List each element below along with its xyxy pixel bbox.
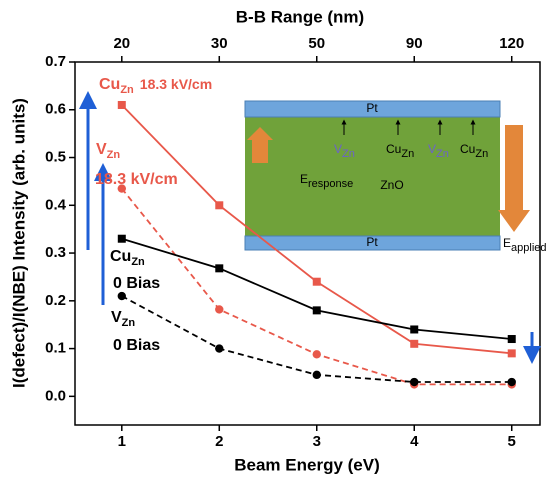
defect-label: CuZn (386, 142, 414, 160)
series-label: 18.3 kV/cm (95, 171, 178, 188)
series-label: 0 Bias (113, 275, 160, 292)
y-tick-label: 0.0 (45, 387, 66, 404)
defect-sub: Zn (475, 148, 488, 160)
x-tick-label: 3 (313, 433, 321, 450)
series-label: VZn (96, 141, 120, 161)
marker (507, 349, 516, 358)
marker (507, 377, 516, 387)
y-tick-label: 0.2 (45, 292, 66, 309)
marker (215, 344, 224, 353)
top-tick-label: 50 (308, 35, 325, 52)
series-label: VZn (111, 309, 135, 329)
label-main: Cu (99, 76, 120, 93)
defect-label: CuZn (460, 142, 488, 160)
label-main: V (111, 309, 122, 326)
marker (410, 377, 419, 387)
defect-sub: Zn (436, 148, 449, 160)
arrow (498, 125, 530, 232)
defect-main: V (334, 142, 342, 156)
e-sub: response (308, 178, 353, 190)
x-tick-label: 4 (410, 433, 419, 450)
e-main: E (300, 172, 308, 186)
zno-label: ZnO (380, 178, 403, 192)
defect-main: Cu (460, 142, 475, 156)
e-response: Eresponse (300, 172, 353, 190)
defect-label: VZn (334, 142, 355, 160)
pt-label: Pt (366, 235, 378, 249)
marker (312, 350, 321, 359)
marker (117, 184, 126, 193)
inset: Pt Pt ZnO VZn CuZn VZn CuZn Eresponse Ea… (244, 100, 547, 254)
pt-bottom (244, 235, 501, 251)
top-tick-label: 90 (406, 35, 423, 52)
e-sub: applied (511, 242, 546, 254)
arrow (247, 127, 273, 163)
marker (117, 234, 126, 243)
marker (312, 277, 321, 286)
pt-label: Pt (366, 101, 378, 115)
zno-layer (245, 103, 500, 248)
y-tick-label: 0.1 (45, 340, 66, 357)
marker (410, 325, 419, 334)
defect-main: Cu (386, 142, 401, 156)
series-label: CuZn (110, 248, 145, 268)
label-rest: 18.3 kV/cm (140, 76, 212, 92)
x-axis-title: Beam Energy (eV) (234, 455, 380, 474)
y-axis-title: I(defect)/I(NBE) Intensity (arb. units) (9, 98, 28, 388)
label-sub: Zn (107, 149, 121, 161)
defect-main: V (428, 142, 436, 156)
marker (507, 335, 516, 344)
marker (312, 306, 321, 315)
x-tick-label: 2 (215, 433, 223, 450)
e-main: E (503, 236, 511, 250)
defect-sub: Zn (401, 148, 414, 160)
defect-sub: Zn (342, 148, 355, 160)
e-applied: Eapplied (503, 236, 547, 254)
top-tick-label: 30 (211, 35, 228, 52)
label-sub: Zn (122, 317, 136, 329)
marker (410, 339, 419, 348)
x-tick-label: 1 (118, 433, 126, 450)
marker (117, 291, 126, 301)
marker (117, 100, 126, 109)
top-axis-title: B-B Range (nm) (236, 7, 364, 26)
y-tick-label: 0.6 (45, 101, 66, 118)
defect-label: VZn (428, 142, 449, 160)
y-tick-label: 0.4 (45, 196, 67, 213)
top-tick-label: 120 (499, 35, 524, 52)
marker (215, 264, 224, 273)
series-label: CuZn 18.3 kV/cm (99, 76, 212, 96)
series-label: 0 Bias (113, 337, 160, 354)
y-tick-label: 0.5 (45, 148, 66, 165)
label-main: Cu (110, 248, 131, 265)
label-sub: Zn (131, 256, 145, 268)
series-line (121, 237, 512, 340)
marker (215, 201, 224, 210)
plot-frame (74, 61, 541, 426)
marker (312, 370, 321, 380)
marker (215, 305, 224, 314)
y-tick-label: 0.7 (45, 53, 66, 70)
top-tick-label: 20 (113, 35, 130, 52)
y-tick-label: 0.3 (45, 244, 66, 261)
label-sub: Zn (120, 84, 134, 96)
label-main: V (96, 141, 107, 158)
pt-top (244, 100, 501, 118)
x-tick-label: 5 (508, 433, 516, 450)
